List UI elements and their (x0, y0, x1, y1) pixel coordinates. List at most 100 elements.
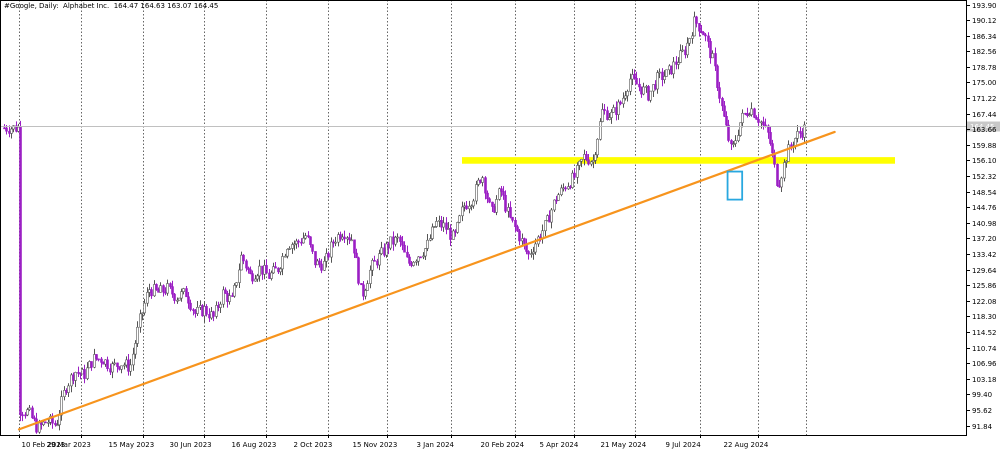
candle-body (274, 266, 277, 269)
x-tick-label: 2 Oct 2023 (294, 441, 333, 449)
candle-body (610, 112, 613, 118)
candle-body (327, 253, 330, 258)
candle-body (502, 191, 505, 196)
candle-body (750, 108, 753, 116)
y-tick-label: 159.88 (972, 142, 997, 150)
candle-body (739, 122, 742, 136)
y-tick-label: 125.86 (972, 282, 997, 290)
candle-body (238, 269, 241, 283)
candle-body (737, 135, 740, 141)
candle-body (601, 109, 604, 122)
candle-body (500, 188, 503, 192)
candle-body (553, 199, 556, 211)
candle-body (484, 177, 487, 194)
price-line-layer: 164.45 (0, 121, 1000, 132)
candle-body (415, 260, 418, 263)
candle-body (718, 87, 721, 99)
candle-body (26, 409, 29, 416)
candle-body (707, 35, 710, 42)
candle-body (544, 220, 547, 232)
candle-body (679, 50, 682, 63)
trendline (17, 130, 836, 431)
candle-body (5, 127, 8, 132)
candle-body (780, 177, 783, 188)
candle-body (293, 243, 296, 246)
candle-body (580, 159, 583, 162)
candle-body (419, 256, 422, 259)
candle-body (247, 267, 250, 271)
candle-body (723, 105, 726, 117)
candle-body (281, 256, 284, 270)
candle-body (60, 396, 63, 416)
y-tick-label: 167.44 (972, 111, 997, 119)
candle-body (245, 260, 248, 269)
candle-body (67, 385, 70, 393)
candle-body (355, 252, 358, 259)
candle-body (748, 114, 751, 117)
candle-body (486, 192, 489, 200)
candle-body (576, 165, 579, 178)
candle-body (155, 284, 158, 290)
candle-body (279, 268, 282, 273)
y-tick-label: 190.12 (972, 17, 997, 25)
candle-body (401, 241, 404, 246)
support-zone (462, 157, 895, 164)
candle-body (406, 251, 409, 258)
y-tick-label: 133.42 (972, 251, 997, 259)
candle-body (205, 306, 208, 315)
candle-body (189, 302, 192, 310)
candle-body (215, 305, 218, 317)
candle-body (617, 101, 620, 115)
candle-body (192, 309, 195, 311)
candle-body (408, 256, 411, 264)
candle-body (350, 239, 353, 242)
y-tick-label: 99.40 (972, 391, 992, 399)
candle-body (42, 421, 45, 425)
candle-body (240, 254, 243, 271)
candle-body (265, 265, 268, 274)
candle-body (201, 305, 204, 317)
candle-body (334, 241, 337, 244)
x-tick-label: 20 Feb 2024 (481, 441, 525, 449)
candle-body (153, 284, 156, 297)
y-tick-label: 137.20 (972, 235, 997, 243)
candle-body (12, 125, 15, 130)
candle-body (626, 90, 629, 97)
candle-body (550, 209, 553, 223)
candle-body (8, 130, 11, 134)
candle-body (74, 372, 77, 381)
candle-body (452, 230, 455, 240)
y-tick-label: 148.54 (972, 189, 997, 197)
candle-body (171, 286, 174, 295)
candle-body (86, 367, 89, 379)
candle-body (721, 98, 724, 107)
candle-body (95, 354, 98, 360)
candle-body (527, 251, 530, 255)
candle-body (661, 71, 664, 81)
plot-frame (0, 0, 967, 436)
y-tick-label: 91.84 (972, 423, 993, 431)
candle-body (357, 257, 360, 284)
y-tick-label: 118.30 (972, 313, 997, 321)
candle-body (783, 162, 786, 179)
candle-body (106, 359, 109, 369)
y-tick-label: 103.18 (972, 376, 997, 384)
candle-body (307, 235, 310, 238)
y-tick-label: 156.10 (972, 157, 997, 165)
candle-body (767, 125, 770, 133)
candle-body (753, 108, 756, 118)
candle-body (532, 251, 535, 254)
candle-body (148, 289, 151, 293)
candle-body (102, 362, 105, 365)
candle-body (456, 222, 459, 233)
candle-body (465, 205, 468, 210)
candle-body (251, 273, 254, 282)
candle-body (111, 363, 114, 373)
y-tick-label: 193.90 (972, 2, 997, 10)
candle-body (125, 359, 128, 366)
candle-body (711, 53, 714, 59)
highlight-box-layer (726, 170, 744, 201)
candle-body (787, 144, 790, 162)
candle-body (491, 201, 494, 207)
y-tick-label: 114.52 (972, 329, 997, 337)
